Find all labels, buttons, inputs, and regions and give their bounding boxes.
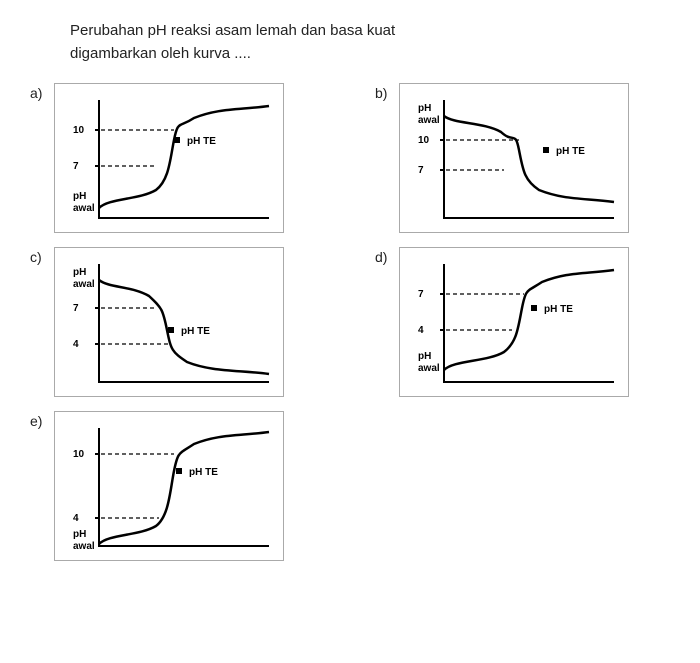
svg-text:7: 7 — [418, 165, 424, 176]
svg-text:pH: pH — [418, 351, 431, 362]
svg-text:7: 7 — [418, 289, 424, 300]
svg-text:10: 10 — [73, 449, 85, 460]
svg-text:awal: awal — [418, 363, 440, 374]
svg-text:4: 4 — [73, 339, 79, 350]
svg-text:pH TE: pH TE — [187, 136, 216, 147]
option-d: d) 7 4 pHawal pH TE — [375, 247, 670, 397]
question-line2: digambarkan oleh kurva .... — [70, 43, 670, 66]
question-text: Perubahan pH reaksi asam lemah dan basa … — [70, 20, 670, 65]
option-e-chart: 10 4 pHawal pH TE — [54, 411, 284, 561]
svg-text:pH TE: pH TE — [181, 326, 210, 337]
svg-text:awal: awal — [418, 115, 440, 126]
option-d-label: d) — [375, 247, 393, 265]
svg-text:pH TE: pH TE — [544, 304, 573, 315]
svg-text:pH: pH — [418, 103, 431, 114]
svg-text:awal: awal — [73, 279, 95, 290]
svg-text:pH TE: pH TE — [556, 146, 585, 157]
svg-text:10: 10 — [418, 135, 430, 146]
svg-text:awal: awal — [73, 203, 95, 214]
option-a: a) 10 7 pHawal pH TE — [30, 83, 325, 233]
question-line1: Perubahan pH reaksi asam lemah dan basa … — [70, 20, 670, 43]
options-grid: a) 107pHawalpH TE b) pHawal107pH TE c) p… — [30, 83, 670, 561]
option-e-label: e) — [30, 411, 48, 429]
svg-text:pH: pH — [73, 191, 86, 202]
option-d-chart: 7 4 pHawal pH TE — [399, 247, 629, 397]
option-b-label: b) — [375, 83, 393, 101]
svg-text:10: 10 — [73, 125, 85, 136]
svg-text:pH TE: pH TE — [189, 467, 218, 478]
svg-text:pH: pH — [73, 529, 86, 540]
svg-text:4: 4 — [73, 513, 79, 524]
option-c-label: c) — [30, 247, 48, 265]
svg-text:pH: pH — [73, 267, 86, 278]
svg-text:4: 4 — [418, 325, 424, 336]
option-b: b) pHawal 10 7 pH TE — [375, 83, 670, 233]
svg-text:7: 7 — [73, 303, 79, 314]
svg-text:awal: awal — [73, 541, 95, 552]
option-a-label: a) — [30, 83, 48, 101]
svg-text:7: 7 — [73, 161, 79, 172]
option-c-chart: pHawal 7 4 pH TE — [54, 247, 284, 397]
option-e: e) 10 4 pHawal pH TE — [30, 411, 325, 561]
option-b-chart: pHawal 10 7 pH TE — [399, 83, 629, 233]
option-c: c) pHawal 7 4 pH TE — [30, 247, 325, 397]
option-a-chart: 10 7 pHawal pH TE — [54, 83, 284, 233]
